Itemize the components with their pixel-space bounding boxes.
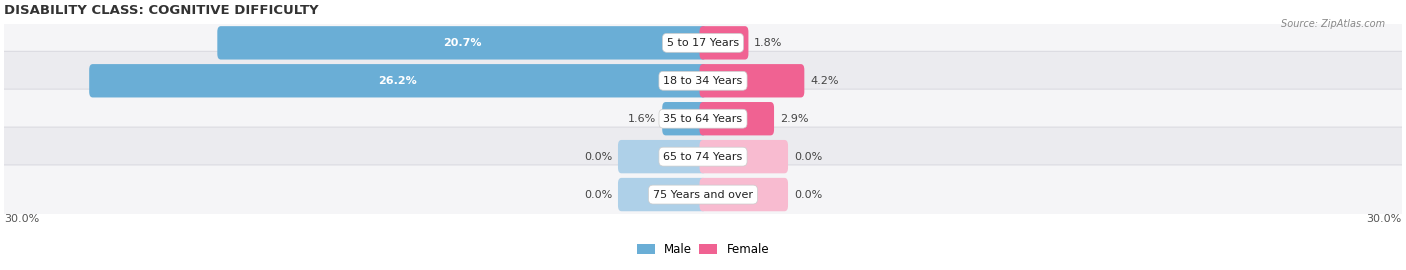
Text: 75 Years and over: 75 Years and over	[652, 190, 754, 200]
Text: 1.8%: 1.8%	[754, 38, 783, 48]
FancyBboxPatch shape	[0, 51, 1406, 110]
FancyBboxPatch shape	[662, 102, 706, 135]
FancyBboxPatch shape	[0, 165, 1406, 224]
FancyBboxPatch shape	[89, 64, 706, 97]
Text: 0.0%: 0.0%	[794, 190, 823, 200]
FancyBboxPatch shape	[0, 89, 1406, 148]
Text: 30.0%: 30.0%	[1367, 214, 1402, 224]
Text: 1.6%: 1.6%	[628, 114, 657, 124]
Text: 26.2%: 26.2%	[378, 76, 418, 86]
FancyBboxPatch shape	[0, 13, 1406, 72]
Text: 5 to 17 Years: 5 to 17 Years	[666, 38, 740, 48]
Text: 0.0%: 0.0%	[583, 152, 612, 162]
FancyBboxPatch shape	[619, 140, 706, 173]
Text: 65 to 74 Years: 65 to 74 Years	[664, 152, 742, 162]
Text: 20.7%: 20.7%	[443, 38, 481, 48]
Text: DISABILITY CLASS: COGNITIVE DIFFICULTY: DISABILITY CLASS: COGNITIVE DIFFICULTY	[4, 4, 319, 17]
FancyBboxPatch shape	[700, 140, 787, 173]
FancyBboxPatch shape	[700, 26, 748, 60]
FancyBboxPatch shape	[700, 178, 787, 211]
Text: Source: ZipAtlas.com: Source: ZipAtlas.com	[1281, 19, 1385, 29]
Text: 0.0%: 0.0%	[583, 190, 612, 200]
FancyBboxPatch shape	[0, 127, 1406, 186]
Legend: Male, Female: Male, Female	[633, 238, 773, 261]
FancyBboxPatch shape	[700, 64, 804, 97]
Text: 35 to 64 Years: 35 to 64 Years	[664, 114, 742, 124]
Text: 18 to 34 Years: 18 to 34 Years	[664, 76, 742, 86]
FancyBboxPatch shape	[619, 178, 706, 211]
Text: 0.0%: 0.0%	[794, 152, 823, 162]
Text: 4.2%: 4.2%	[810, 76, 838, 86]
Text: 30.0%: 30.0%	[4, 214, 39, 224]
Text: 2.9%: 2.9%	[780, 114, 808, 124]
FancyBboxPatch shape	[700, 102, 775, 135]
FancyBboxPatch shape	[218, 26, 706, 60]
